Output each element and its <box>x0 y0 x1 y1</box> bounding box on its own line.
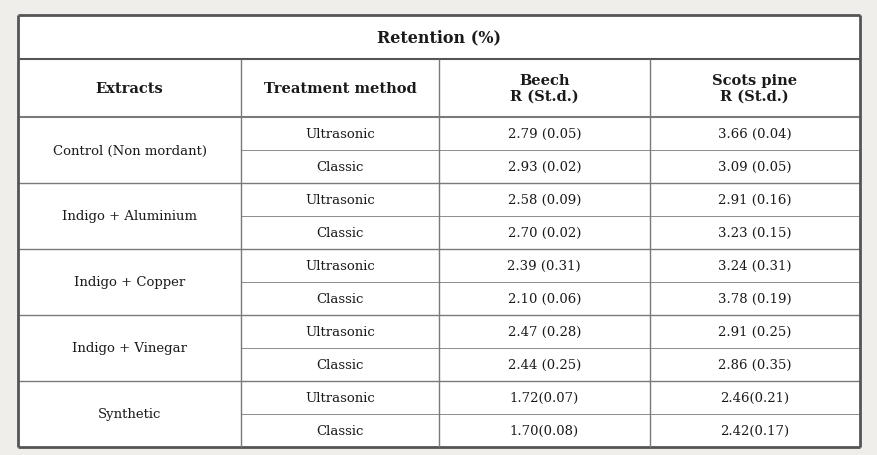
Bar <box>18 60 859 118</box>
Text: 3.09 (0.05): 3.09 (0.05) <box>717 161 790 174</box>
Text: 2.44 (0.25): 2.44 (0.25) <box>507 358 581 371</box>
Text: 2.10 (0.06): 2.10 (0.06) <box>507 293 581 305</box>
Text: 2.79 (0.05): 2.79 (0.05) <box>507 128 581 141</box>
Text: 2.39 (0.31): 2.39 (0.31) <box>507 259 581 273</box>
Text: 3.23 (0.15): 3.23 (0.15) <box>717 227 790 239</box>
Bar <box>18 315 859 381</box>
Text: Control (Non mordant): Control (Non mordant) <box>53 144 206 157</box>
Text: 2.58 (0.09): 2.58 (0.09) <box>507 193 581 207</box>
Text: Treatment method: Treatment method <box>263 82 416 96</box>
Text: Ultrasonic: Ultrasonic <box>305 325 374 338</box>
Text: 1.70(0.08): 1.70(0.08) <box>510 424 578 437</box>
Text: 3.78 (0.19): 3.78 (0.19) <box>717 293 791 305</box>
Text: 2.86 (0.35): 2.86 (0.35) <box>717 358 790 371</box>
Text: 1.72(0.07): 1.72(0.07) <box>509 391 578 404</box>
Bar <box>18 16 859 60</box>
Text: Scots pine
R (St.d.): Scots pine R (St.d.) <box>711 74 796 104</box>
Text: Extracts: Extracts <box>96 82 163 96</box>
Text: 2.93 (0.02): 2.93 (0.02) <box>507 161 581 174</box>
Text: 2.70 (0.02): 2.70 (0.02) <box>507 227 581 239</box>
Bar <box>18 381 859 447</box>
Bar <box>18 118 859 184</box>
Text: Retention (%): Retention (%) <box>376 30 501 46</box>
Text: Synthetic: Synthetic <box>97 408 161 420</box>
Text: Indigo + Aluminium: Indigo + Aluminium <box>62 210 196 223</box>
Bar <box>18 249 859 315</box>
Text: Ultrasonic: Ultrasonic <box>305 193 374 207</box>
Text: Classic: Classic <box>316 227 363 239</box>
Text: 2.47 (0.28): 2.47 (0.28) <box>507 325 581 338</box>
Text: Beech
R (St.d.): Beech R (St.d.) <box>510 74 578 104</box>
Text: Ultrasonic: Ultrasonic <box>305 259 374 273</box>
Text: Classic: Classic <box>316 358 363 371</box>
Text: Indigo + Copper: Indigo + Copper <box>74 276 185 289</box>
Text: 2.91 (0.25): 2.91 (0.25) <box>717 325 790 338</box>
Text: 3.24 (0.31): 3.24 (0.31) <box>717 259 790 273</box>
Text: 2.46(0.21): 2.46(0.21) <box>719 391 788 404</box>
Text: Classic: Classic <box>316 293 363 305</box>
Text: Indigo + Vinegar: Indigo + Vinegar <box>72 342 187 355</box>
Text: Classic: Classic <box>316 424 363 437</box>
Text: Ultrasonic: Ultrasonic <box>305 128 374 141</box>
Text: 3.66 (0.04): 3.66 (0.04) <box>717 128 791 141</box>
Text: 2.91 (0.16): 2.91 (0.16) <box>717 193 790 207</box>
Text: Classic: Classic <box>316 161 363 174</box>
Bar <box>18 184 859 249</box>
Text: Ultrasonic: Ultrasonic <box>305 391 374 404</box>
Text: 2.42(0.17): 2.42(0.17) <box>719 424 788 437</box>
